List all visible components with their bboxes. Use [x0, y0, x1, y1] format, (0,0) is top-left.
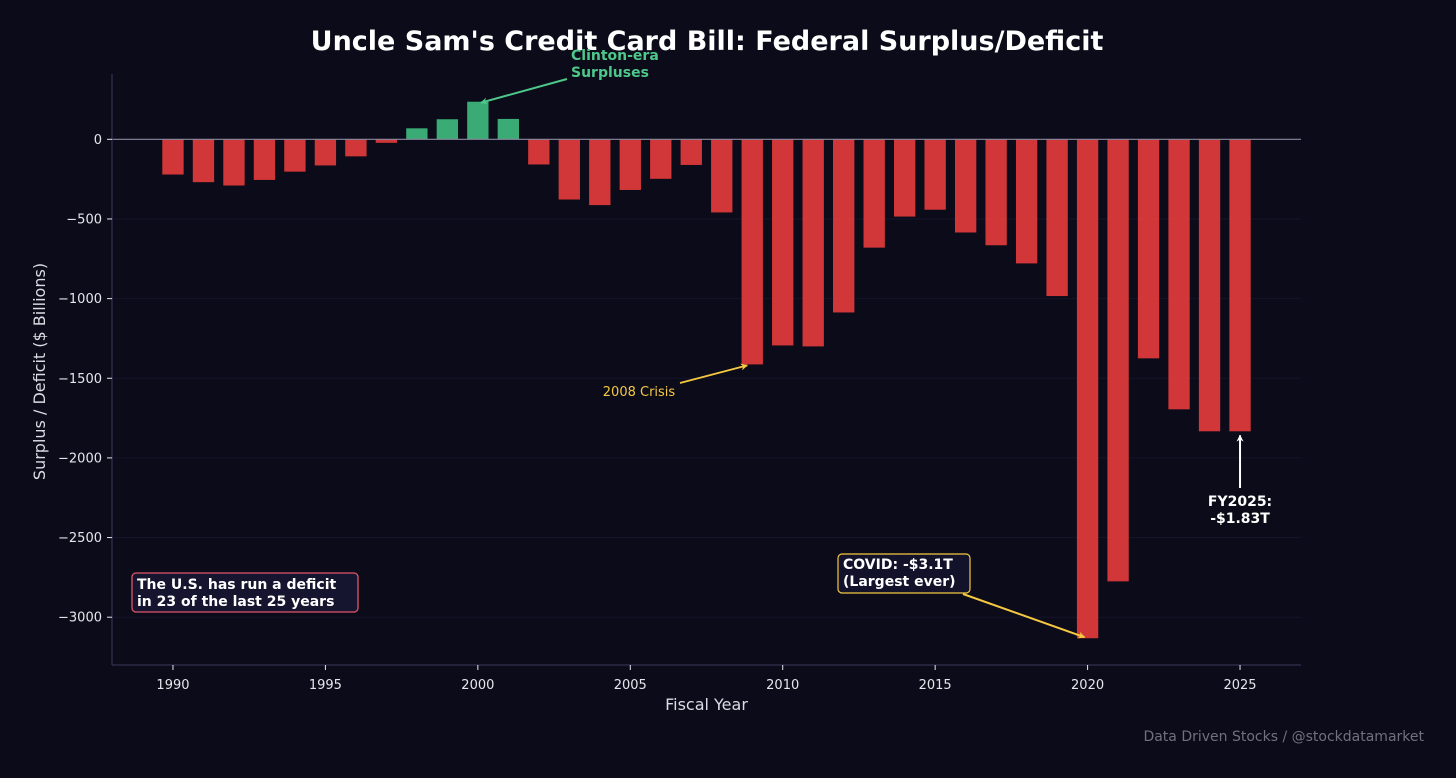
y-tick-label: −2500: [58, 531, 102, 546]
deficit-bar: [985, 139, 1007, 246]
covid-annotation-box: [837, 553, 971, 594]
deficit-callout-box: [131, 572, 359, 613]
x-tick-label: 2025: [1223, 678, 1256, 693]
deficit-bar: [1015, 139, 1038, 264]
deficit-bar: [1076, 139, 1099, 639]
y-tick-label: −3000: [58, 611, 102, 626]
deficit-bar: [954, 139, 977, 233]
deficit-callout-line2: in 23 of the last 25 years: [137, 594, 334, 610]
deficit-bar: [741, 139, 763, 365]
clinton-arrow: [480, 78, 568, 105]
crisis-arrow: [679, 363, 748, 384]
covid-annotation-line1: COVID: -$3.1T: [843, 557, 953, 573]
deficit-bar: [1229, 139, 1251, 432]
covid-annotation-line2: (Largest ever): [843, 574, 956, 590]
deficit-callout-line1: The U.S. has run a deficit: [137, 577, 336, 593]
deficit-bar: [893, 139, 916, 217]
y-axis-label: Surplus / Deficit ($ Billions): [30, 263, 49, 480]
deficit-bar: [314, 139, 337, 166]
deficit-bar: [162, 139, 184, 175]
deficit-bar: [711, 139, 733, 213]
clinton-annotation-line2: Surpluses: [571, 65, 649, 81]
deficit-bar: [253, 139, 276, 180]
deficit-bar: [833, 139, 855, 313]
x-tick-label: 2010: [766, 678, 799, 693]
x-axis-label: Fiscal Year: [665, 695, 748, 714]
surplus-bar: [467, 101, 489, 140]
deficit-bar: [375, 139, 398, 143]
deficit-bar: [1046, 139, 1068, 297]
deficit-bar: [924, 139, 946, 210]
deficit-bar: [863, 139, 885, 248]
x-tick-label: 1995: [309, 678, 342, 693]
clinton-annotation-line1: Clinton-era: [571, 48, 659, 64]
deficit-bar: [345, 139, 367, 157]
deficit-bar: [802, 139, 824, 347]
watermark: Data Driven Stocks / @stockdatamarket: [1143, 729, 1424, 745]
deficit-bar: [1168, 139, 1190, 410]
x-tick-label: 2020: [1071, 678, 1104, 693]
x-tick-label: 2005: [614, 678, 647, 693]
chart-title: Uncle Sam's Credit Card Bill: Federal Su…: [310, 26, 1104, 57]
deficit-bar: [528, 139, 550, 165]
fy2025-annotation-line2: -$1.83T: [1210, 511, 1270, 527]
y-tick-label: −500: [66, 212, 102, 227]
deficit-bar: [619, 139, 641, 190]
y-tick-label: −2000: [58, 451, 102, 466]
deficit-bar: [1137, 139, 1160, 359]
deficit-bar: [680, 139, 702, 165]
crisis-annotation: 2008 Crisis: [603, 385, 676, 400]
surplus-bar: [406, 128, 428, 140]
deficit-bar: [589, 139, 611, 206]
surplus-bar: [497, 118, 520, 140]
x-tick-label: 2000: [461, 678, 494, 693]
covid-arrow: [962, 593, 1086, 639]
deficit-bar: [1198, 139, 1221, 432]
y-tick-label: −1500: [58, 372, 102, 387]
deficit-bar: [1107, 139, 1129, 582]
x-tick-label: 1990: [156, 678, 189, 693]
deficit-bar: [223, 139, 245, 186]
surplus-bar: [436, 119, 459, 140]
x-tick-label: 2015: [919, 678, 952, 693]
deficit-bar: [558, 139, 580, 200]
deficit-bar: [284, 139, 306, 172]
fy2025-annotation-line1: FY2025:: [1208, 494, 1272, 510]
y-tick-label: 0: [94, 133, 102, 148]
y-tick-label: −1000: [58, 292, 102, 307]
deficit-bar: [192, 139, 215, 183]
deficit-bar: [650, 139, 672, 179]
deficit-bar: [772, 139, 794, 346]
